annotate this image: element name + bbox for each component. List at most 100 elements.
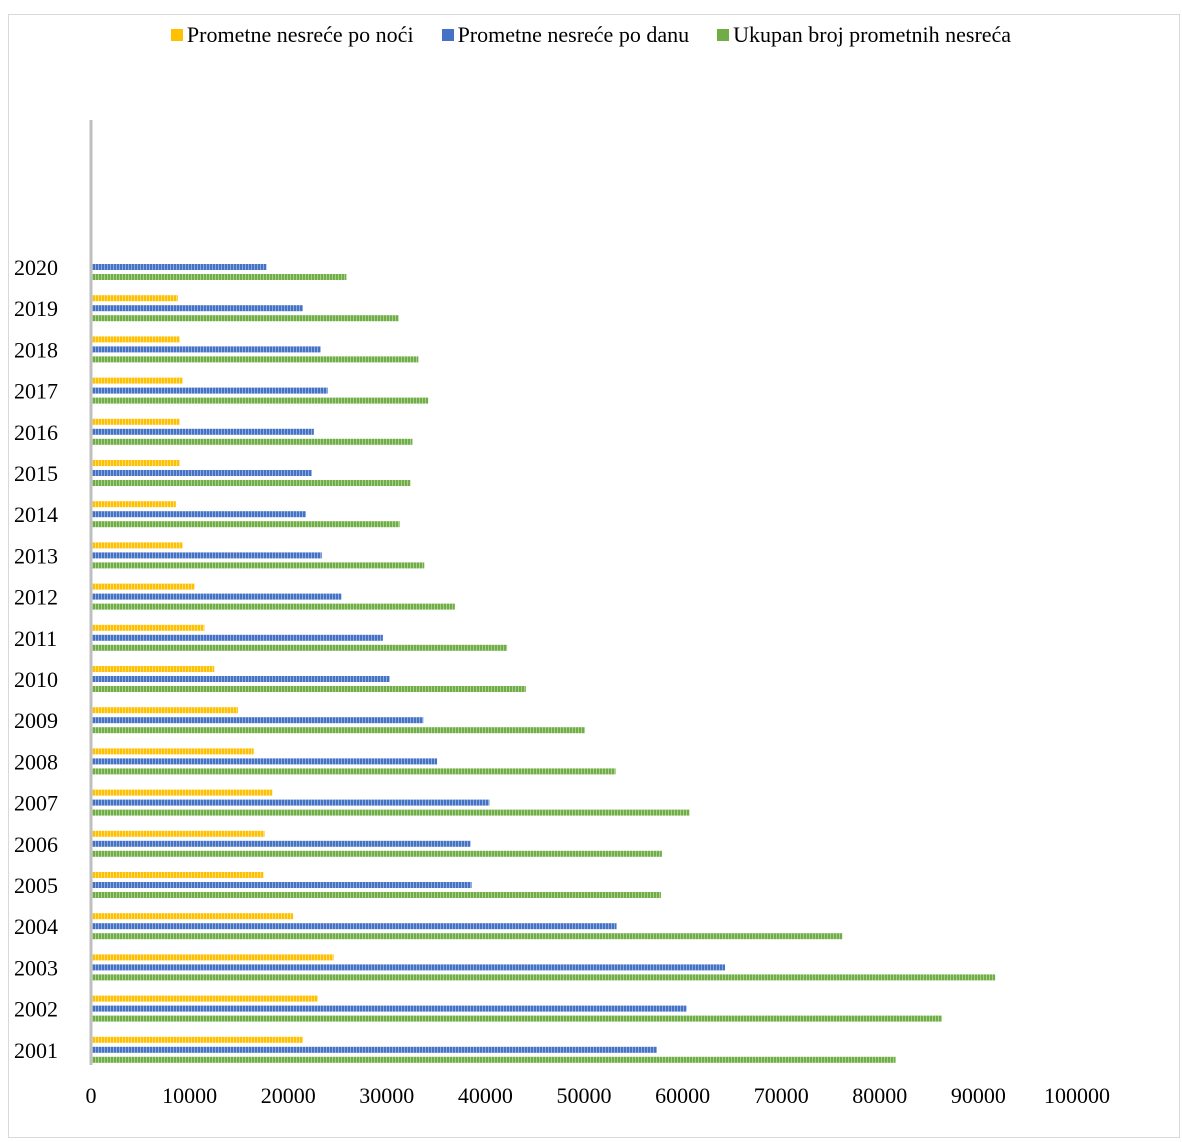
legend-label-day: Prometne nesreće po danu [457,22,690,47]
bar-2009-series-1 [91,717,424,724]
y-tick-label-2004: 2004 [14,914,58,939]
bar-2001-series-0 [91,1036,303,1043]
bar-2012-series-2 [91,603,455,610]
y-tick-label-2009: 2009 [14,708,58,733]
bar-2012-series-0 [91,583,195,590]
bar-2006-series-1 [91,840,471,847]
bar-2006-series-0 [91,830,265,837]
bar-2018-series-2 [91,356,419,363]
x-tick-label-60000: 60000 [655,1083,710,1108]
bar-2013-series-1 [91,552,322,559]
bar-2002-series-0 [91,995,318,1002]
legend-item-total: Ukupan broj prometnih nesreća [717,22,1011,48]
bar-2018-series-1 [91,346,321,353]
y-tick-label-2013: 2013 [14,543,58,568]
y-tick-label-2018: 2018 [14,337,58,362]
x-tick-label-80000: 80000 [852,1083,907,1108]
bar-2003-series-0 [91,954,334,961]
bar-2001-series-1 [91,1046,657,1053]
bar-2004-series-2 [91,933,843,940]
y-tick-label-2003: 2003 [14,955,58,980]
x-tick-label-70000: 70000 [754,1083,809,1108]
x-tick-label-20000: 20000 [261,1083,316,1108]
x-axis-labels: 0 10000 20000 30000 40000 50000 60000 70000 8000… [86,1083,1111,1108]
bar-2012-series-1 [91,593,342,600]
bar-2007-series-2 [91,809,690,816]
bar-2004-series-1 [91,923,617,930]
x-tick-label-50000: 50000 [557,1083,612,1108]
bar-2015-series-1 [91,470,312,476]
bar-2004-series-0 [91,913,294,920]
legend-item-day: Prometne nesreće po danu [441,22,690,48]
bar-2008-series-0 [91,748,254,755]
y-tick-label-2010: 2010 [14,667,58,692]
bar-2020-series-2 [91,274,347,280]
bar-2005-series-1 [91,882,472,888]
bar-2010-series-0 [91,666,215,672]
bar-2017-series-2 [91,397,429,404]
bar-2014-series-2 [91,521,400,528]
bar-2009-series-2 [91,727,585,734]
bar-2005-series-0 [91,872,264,878]
bar-2015-series-2 [91,480,411,486]
bar-2011-series-0 [91,624,205,631]
y-tick-label-2014: 2014 [14,502,58,527]
bar-2020-series-1 [91,264,267,270]
chart-frame [8,14,1180,1138]
x-tick-label-0: 0 [86,1083,97,1108]
y-tick-label-2002: 2002 [14,997,58,1022]
bar-2019-series-0 [91,295,178,302]
bar-2016-series-1 [91,428,314,435]
bar-2008-series-1 [91,758,438,765]
bar-2016-series-0 [91,418,180,425]
y-tick-label-2012: 2012 [14,585,58,610]
y-tick-label-2015: 2015 [14,461,58,486]
bar-2002-series-1 [91,1005,687,1012]
bar-2011-series-2 [91,644,508,651]
y-tick-label-2016: 2016 [14,420,58,445]
bar-2011-series-1 [91,634,383,641]
bar-2017-series-0 [91,377,183,384]
bar-2002-series-2 [91,1015,942,1022]
y-tick-label-2006: 2006 [14,832,58,857]
legend: Prometne nesreće po noći Prometne nesreć… [0,22,1182,48]
y-tick-label-2020: 2020 [14,255,58,280]
y-tick-label-2011: 2011 [14,626,57,651]
bar-2017-series-1 [91,387,328,394]
bar-2006-series-2 [91,850,662,857]
bar-2001-series-2 [91,1056,896,1063]
bar-2019-series-2 [91,315,399,322]
legend-swatch-night [170,29,183,41]
x-tick-label-90000: 90000 [951,1083,1006,1108]
bar-2009-series-0 [91,707,238,714]
y-tick-label-2017: 2017 [14,379,58,404]
bar-2014-series-0 [91,501,176,508]
bar-2005-series-2 [91,892,661,898]
bar-2007-series-1 [91,799,490,806]
y-tick-label-2007: 2007 [14,791,58,816]
legend-label-total: Ukupan broj prometnih nesreća [733,22,1012,47]
y-tick-label-2019: 2019 [14,296,58,321]
legend-item-night: Prometne nesreće po noći [170,22,414,48]
bar-2010-series-1 [91,676,390,682]
y-tick-label-2001: 2001 [14,1038,58,1063]
legend-swatch-total [717,29,730,41]
x-tick-label-10000: 10000 [162,1083,217,1108]
x-tick-label-100000: 100000 [1044,1083,1110,1108]
bar-2013-series-2 [91,562,425,569]
bar-2010-series-2 [91,686,526,692]
bar-2019-series-1 [91,305,303,312]
bar-2016-series-2 [91,438,413,445]
bar-2015-series-0 [91,460,180,466]
y-axis-labels: 2001 2002 2003 2004 2005 2006 2007 2008 2009 2010… [14,255,58,1063]
y-tick-label-2008: 2008 [14,749,58,774]
bar-2014-series-1 [91,511,306,518]
bars-group [91,264,996,1063]
legend-label-night: Prometne nesreće po noći [186,22,414,47]
bar-2003-series-1 [91,964,725,971]
bar-2013-series-0 [91,542,183,549]
x-tick-label-30000: 30000 [359,1083,414,1108]
bar-2018-series-0 [91,336,180,343]
x-tick-label-40000: 40000 [458,1083,513,1108]
